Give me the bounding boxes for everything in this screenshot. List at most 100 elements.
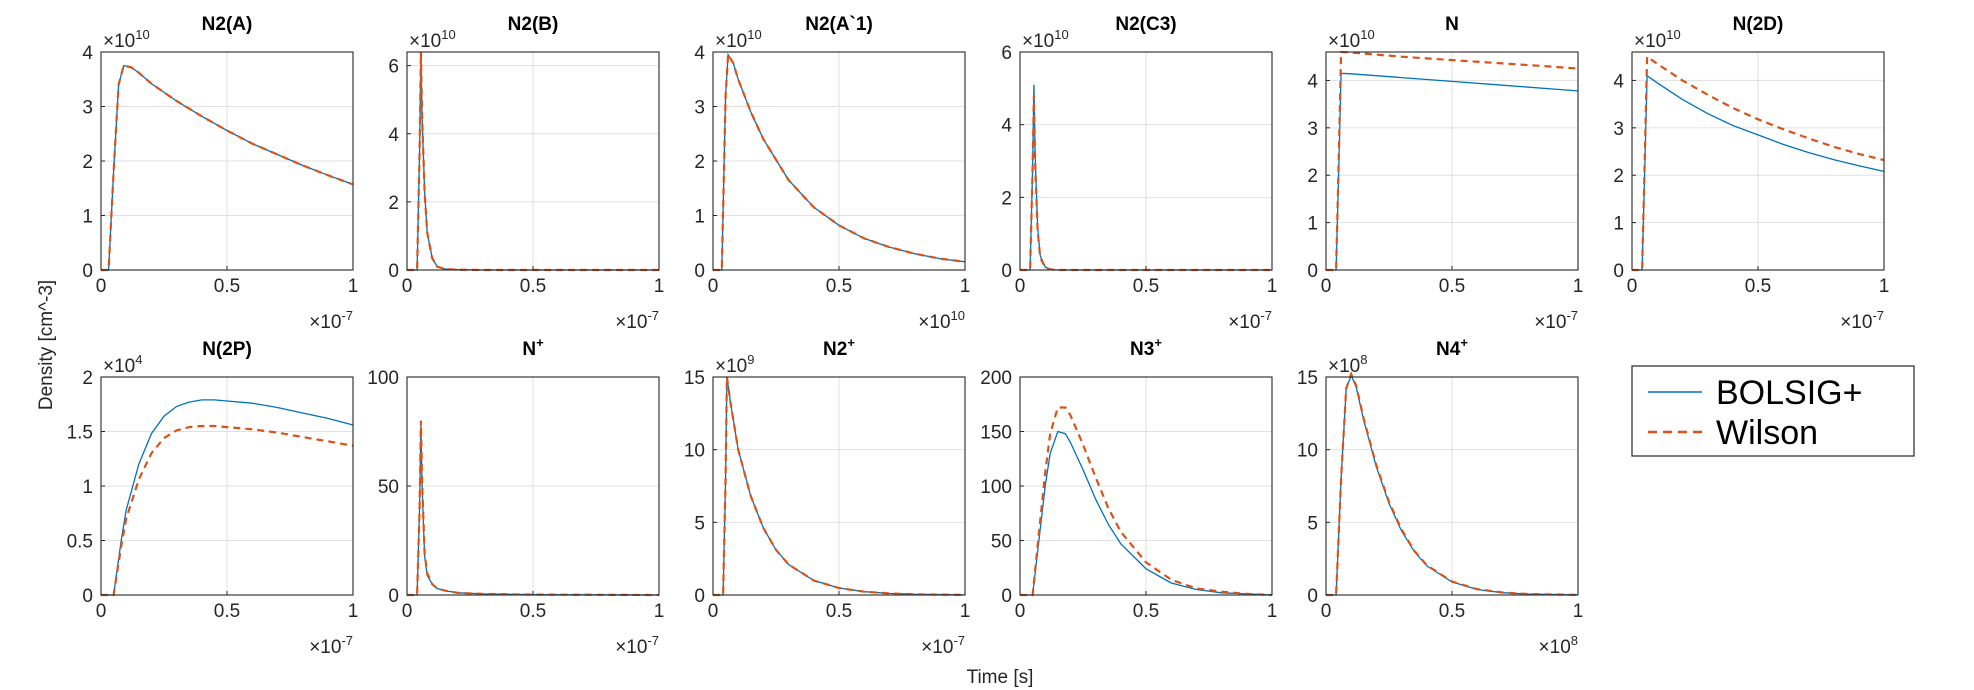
x-tick-label: 1 <box>1879 276 1890 297</box>
subplot-1: 0 0.5 1 0 1 2 3 4 ×1010 ×10-7 N2(A) <box>82 14 358 333</box>
series-line-wilson <box>101 64 354 272</box>
y-tick-label: 50 <box>378 477 399 498</box>
y-tick-label: 0 <box>1001 261 1012 282</box>
y-tick-label: 5 <box>1307 513 1318 534</box>
x-tick-label: 0.5 <box>214 601 240 622</box>
series-line-wilson <box>1326 371 1579 597</box>
subplot-title: N2(A`1) <box>805 14 873 35</box>
subplot-title: N4+ <box>1436 335 1468 360</box>
y-exponent-label: ×1010 <box>1328 27 1375 52</box>
subplot-3: 0 0.5 1 0 1 2 3 4 ×1010 ×1010 N2(A`1) <box>694 14 970 333</box>
x-tick-label: 1 <box>348 601 359 622</box>
series-line-bolsig <box>1326 72 1579 271</box>
y-tick-label: 50 <box>991 532 1012 553</box>
y-tick-label: 1.5 <box>67 423 93 444</box>
y-tick-label: 15 <box>1297 368 1318 389</box>
y-tick-label: 0 <box>1001 586 1012 607</box>
subplot-title: N2+ <box>823 335 855 360</box>
x-axis-label: Time [s] <box>967 667 1034 688</box>
legend: BOLSIG+ Wilson <box>1631 365 1915 457</box>
y-tick-label: 0 <box>1307 586 1318 607</box>
series-line-wilson <box>1020 406 1273 597</box>
y-tick-label: 200 <box>980 368 1012 389</box>
y-tick-label: 2 <box>82 368 93 389</box>
y-tick-label: 1 <box>1307 214 1318 235</box>
y-tick-label: 4 <box>1001 116 1012 137</box>
x-tick-label: 1 <box>654 601 665 622</box>
subplot-title: N(2D) <box>1733 14 1784 35</box>
x-exponent-label: ×10-7 <box>615 633 659 658</box>
y-tick-label: 1 <box>82 207 93 228</box>
series-line-bolsig <box>101 399 354 596</box>
subplot-7: 0 0.5 1 0 0.5 1 1.5 2 ×104 ×10-7 N(2P) <box>67 339 359 658</box>
x-exponent-label: ×10-7 <box>309 308 353 333</box>
y-exponent-label: ×1010 <box>409 27 456 52</box>
y-tick-label: 4 <box>82 43 93 64</box>
x-exponent-label: ×10-7 <box>1840 308 1884 333</box>
x-tick-label: 1 <box>960 601 971 622</box>
x-tick-label: 0.5 <box>1439 276 1465 297</box>
y-tick-label: 15 <box>684 368 705 389</box>
y-tick-label: 3 <box>1613 119 1624 140</box>
subplot-8: 0 0.5 1 0 50 100 ×10-7 N+ <box>367 335 664 658</box>
x-tick-label: 0.5 <box>1745 276 1771 297</box>
y-tick-label: 2 <box>1307 166 1318 187</box>
series-line-wilson <box>1326 50 1579 272</box>
y-tick-label: 2 <box>388 193 399 214</box>
y-exponent-label: ×1010 <box>1022 27 1069 52</box>
y-tick-label: 0 <box>1307 261 1318 282</box>
y-tick-label: 2 <box>694 152 705 173</box>
x-tick-label: 0 <box>1015 601 1026 622</box>
x-tick-label: 1 <box>1573 601 1584 622</box>
x-tick-label: 1 <box>1573 276 1584 297</box>
subplot-2: 0 0.5 1 0 2 4 6 ×1010 ×10-7 N2(B) <box>388 14 664 333</box>
x-tick-label: 0 <box>708 276 719 297</box>
legend-label-bolsig: BOLSIG+ <box>1716 374 1862 412</box>
y-tick-label: 4 <box>1613 71 1624 92</box>
y-tick-label: 0 <box>82 261 93 282</box>
subplot-title: N3+ <box>1130 335 1162 360</box>
y-tick-label: 1 <box>1613 214 1624 235</box>
x-tick-label: 0 <box>1015 276 1026 297</box>
x-tick-label: 1 <box>1267 601 1278 622</box>
subplot-10: 0 0.5 1 0 50 100 150 200 N3+ <box>980 335 1277 622</box>
y-tick-label: 2 <box>82 152 93 173</box>
x-tick-label: 1 <box>960 276 971 297</box>
y-tick-label: 150 <box>980 423 1012 444</box>
y-tick-label: 4 <box>1307 71 1318 92</box>
y-tick-label: 5 <box>694 513 705 534</box>
y-tick-label: 10 <box>1297 441 1318 462</box>
subplot-title: N <box>1445 14 1459 35</box>
y-tick-label: 0 <box>1613 261 1624 282</box>
subplot-title: N2(C3) <box>1115 14 1176 35</box>
x-tick-label: 0.5 <box>520 276 546 297</box>
y-tick-label: 0 <box>82 586 93 607</box>
x-exponent-label: ×10-7 <box>921 633 965 658</box>
x-exponent-label: ×10-7 <box>615 308 659 333</box>
x-tick-label: 1 <box>654 276 665 297</box>
x-tick-label: 0.5 <box>214 276 240 297</box>
y-axis-label: Density [cm^-3] <box>36 280 57 410</box>
y-tick-label: 10 <box>684 441 705 462</box>
subplot-title: N(2P) <box>202 339 252 360</box>
series-line-wilson <box>407 420 660 597</box>
series-line-wilson <box>1632 54 1885 272</box>
y-tick-label: 1 <box>82 477 93 498</box>
legend-label-wilson: Wilson <box>1716 414 1818 452</box>
x-tick-label: 0.5 <box>1133 276 1159 297</box>
subplot-title: N+ <box>522 335 544 360</box>
y-exponent-label: ×1010 <box>715 27 762 52</box>
x-exponent-label: ×10-7 <box>1228 308 1272 333</box>
x-exponent-label: ×108 <box>1539 633 1578 658</box>
y-tick-label: 2 <box>1613 166 1624 187</box>
y-exponent-label: ×1010 <box>103 27 150 52</box>
x-tick-label: 0 <box>1627 276 1638 297</box>
x-tick-label: 1 <box>348 276 359 297</box>
y-tick-label: 2 <box>1001 188 1012 209</box>
x-tick-label: 0 <box>402 276 413 297</box>
y-tick-label: 4 <box>694 43 705 64</box>
x-tick-label: 1 <box>1267 276 1278 297</box>
y-tick-label: 6 <box>388 57 399 78</box>
